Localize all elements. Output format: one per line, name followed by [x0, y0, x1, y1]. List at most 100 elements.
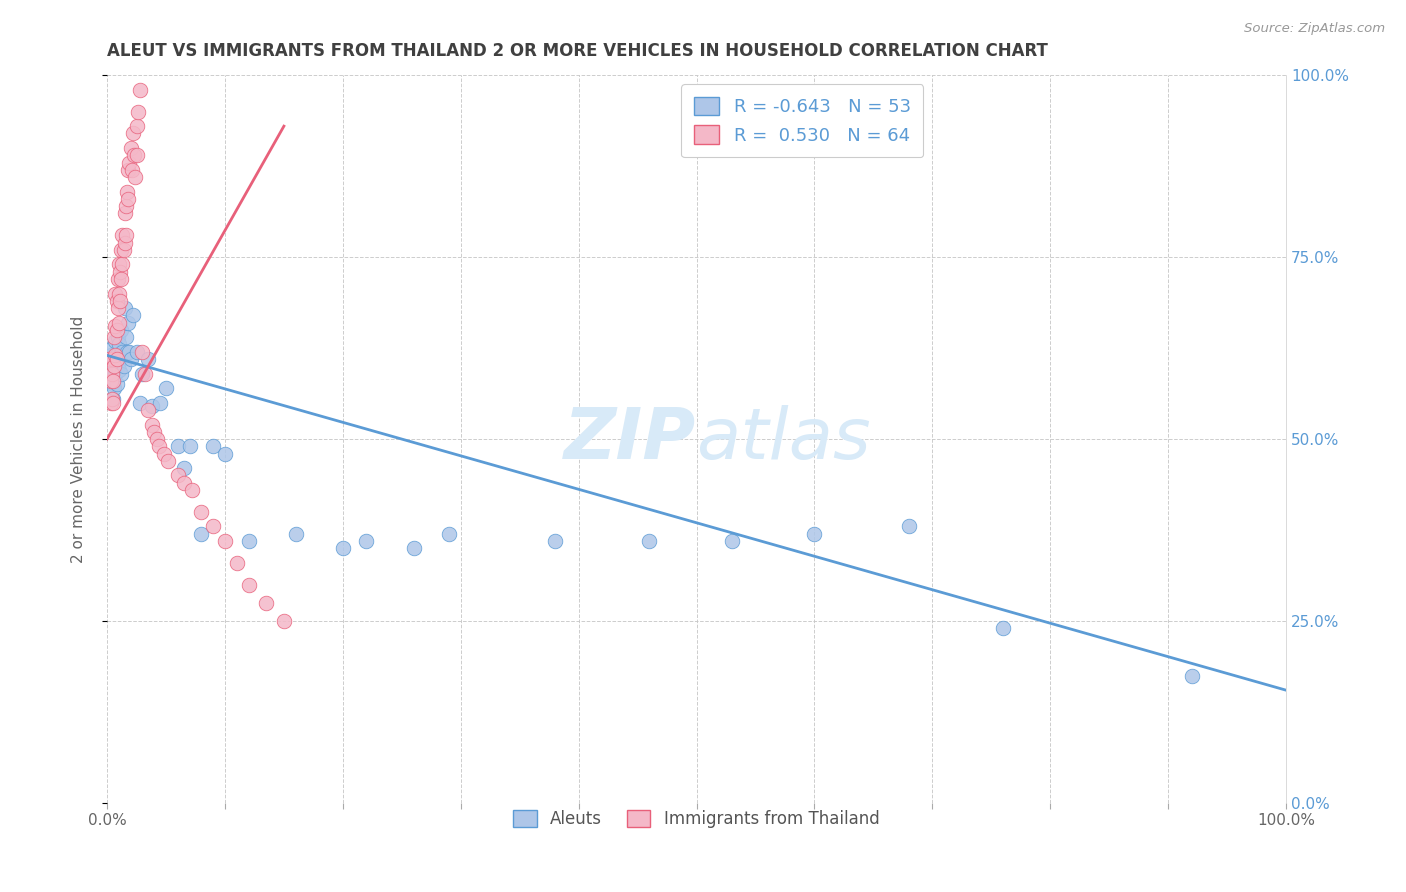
Point [111, 257, 134, 271]
Point [214, 533, 236, 548]
Point [101, 351, 124, 366]
Point [803, 526, 825, 541]
Text: ZIP: ZIP [564, 405, 696, 474]
Point [105, 348, 128, 362]
Point [190, 526, 212, 541]
Point [108, 257, 131, 271]
Point [104, 286, 127, 301]
Point [107, 359, 129, 374]
Point [117, 316, 139, 330]
Point [155, 381, 177, 395]
Point [101, 395, 124, 409]
Point [190, 505, 212, 519]
Point [108, 337, 131, 351]
Point [104, 319, 127, 334]
Point [238, 533, 260, 548]
Point [108, 348, 131, 362]
Point [105, 293, 128, 308]
Point [202, 519, 225, 533]
Point [115, 199, 138, 213]
Point [145, 432, 167, 446]
Point [107, 330, 129, 344]
Point [103, 356, 125, 370]
Point [108, 293, 131, 308]
Point [129, 83, 152, 97]
Point [121, 162, 143, 177]
Point [107, 301, 129, 315]
Point [120, 351, 142, 366]
Point [122, 127, 145, 141]
Point [108, 363, 131, 377]
Text: Source: ZipAtlas.com: Source: ZipAtlas.com [1244, 22, 1385, 36]
Point [284, 526, 307, 541]
Point [181, 483, 204, 497]
Point [214, 447, 236, 461]
Point [143, 425, 166, 439]
Point [124, 170, 146, 185]
Point [127, 104, 149, 119]
Point [115, 330, 138, 344]
Point [114, 301, 136, 315]
Point [202, 439, 225, 453]
Point [112, 243, 135, 257]
Point [138, 403, 160, 417]
Text: ALEUT VS IMMIGRANTS FROM THAILAND 2 OR MORE VEHICLES IN HOUSEHOLD CORRELATION CH: ALEUT VS IMMIGRANTS FROM THAILAND 2 OR M… [107, 42, 1047, 60]
Point [118, 155, 141, 169]
Point [103, 359, 125, 374]
Point [100, 348, 122, 362]
Point [638, 533, 661, 548]
Point [114, 235, 136, 250]
Point [125, 119, 148, 133]
Point [173, 461, 195, 475]
Point [108, 316, 131, 330]
Point [115, 228, 138, 243]
Point [118, 344, 141, 359]
Point [166, 439, 188, 453]
Point [148, 439, 170, 453]
Point [173, 475, 195, 490]
Point [179, 439, 201, 453]
Point [120, 141, 142, 155]
Point [101, 374, 124, 388]
Point [138, 351, 160, 366]
Point [437, 526, 460, 541]
Point [117, 192, 139, 206]
Point [544, 533, 567, 548]
Point [134, 367, 156, 381]
Point [104, 348, 127, 362]
Point [125, 344, 148, 359]
Point [254, 596, 277, 610]
Point [107, 272, 129, 286]
Point [122, 148, 145, 162]
Point [111, 344, 134, 359]
Point [105, 377, 128, 392]
Point [122, 309, 145, 323]
Point [101, 377, 124, 392]
Point [129, 395, 152, 409]
Point [112, 359, 135, 374]
Point [152, 447, 174, 461]
Point [115, 344, 138, 359]
Point [125, 148, 148, 162]
Point [110, 367, 132, 381]
Point [356, 533, 378, 548]
Point [149, 395, 172, 409]
Point [100, 374, 122, 388]
Point [225, 556, 247, 570]
Text: atlas: atlas [696, 405, 872, 474]
Point [104, 334, 127, 348]
Point [402, 541, 425, 556]
Point [115, 185, 138, 199]
Point [141, 400, 163, 414]
Point [897, 519, 920, 533]
Point [114, 206, 136, 220]
Point [110, 272, 132, 286]
Point [117, 162, 139, 177]
Point [101, 392, 124, 406]
Point [111, 228, 134, 243]
Point [101, 341, 124, 355]
Point [100, 363, 122, 377]
Legend: Aleuts, Immigrants from Thailand: Aleuts, Immigrants from Thailand [506, 803, 886, 835]
Point [721, 533, 744, 548]
Point [108, 265, 131, 279]
